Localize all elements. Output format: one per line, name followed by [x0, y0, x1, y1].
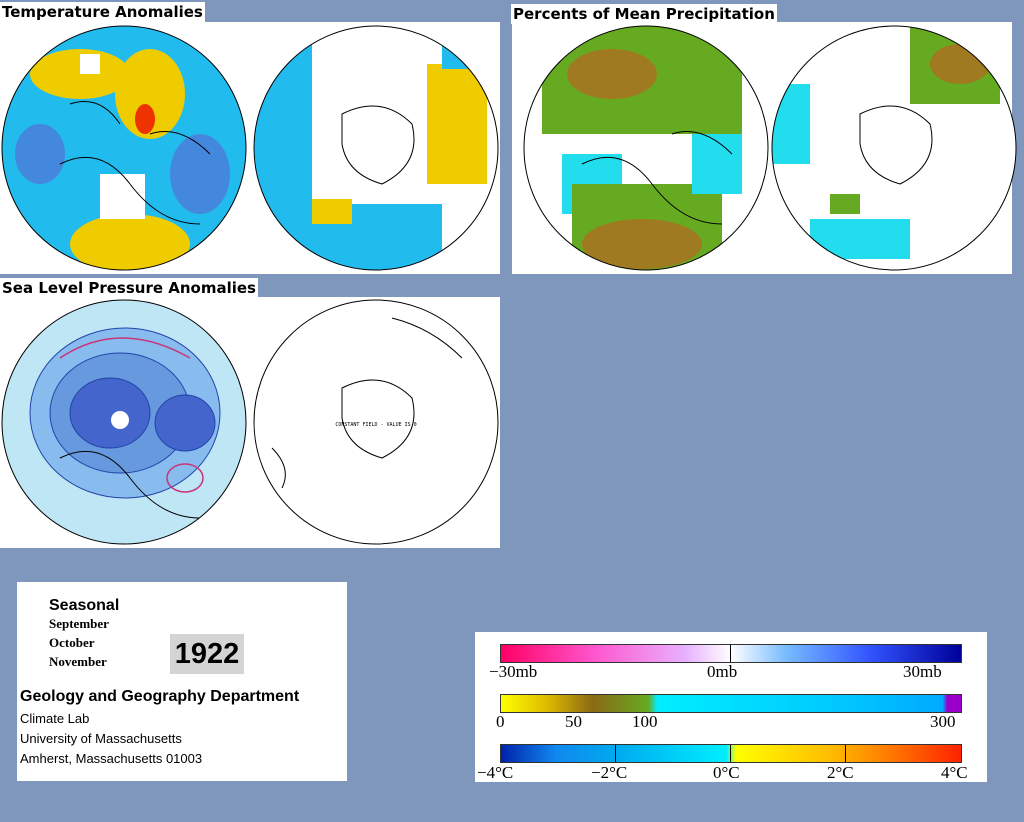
season-label: Seasonal: [49, 597, 120, 614]
info-box: Seasonal September October November Geol…: [17, 582, 347, 781]
temp-label-0: 0°C: [713, 763, 740, 782]
precipitation-title: Percents of Mean Precipitation: [511, 4, 777, 24]
precip-label-50: 50: [565, 712, 582, 731]
precipitation-colorbar: [500, 694, 962, 713]
address-label: Amherst, Massachusetts 01003: [20, 751, 203, 766]
department-label: Geology and Geography Department: [20, 688, 300, 705]
pressure-panel: CONSTANT FIELD - VALUE IS 0: [0, 297, 500, 548]
precipitation-panel: [512, 22, 1017, 274]
precipitation-north-globe: [523, 25, 769, 271]
pressure-title: Sea Level Pressure Anomalies: [0, 278, 258, 298]
precip-label-300: 300: [930, 712, 956, 731]
precipitation-south-globe: [771, 25, 1017, 271]
university-label: University of Massachusetts: [20, 731, 182, 746]
temp-label-4: 4°C: [941, 763, 968, 782]
temperature-south-globe: [253, 25, 499, 271]
temp-label-2: 2°C: [827, 763, 854, 782]
temperature-colorbar: [500, 744, 962, 763]
temperature-north-globe: [1, 25, 247, 271]
temp-label-minus4: −4°C: [477, 763, 514, 782]
precip-label-0: 0: [496, 712, 505, 731]
temp-label-minus2: −2°C: [591, 763, 628, 782]
lab-label: Climate Lab: [20, 711, 90, 726]
precip-label-100: 100: [632, 712, 658, 731]
temperature-title: Temperature Anomalies: [0, 2, 205, 22]
pressure-label-mid: 0mb: [707, 662, 738, 681]
pressure-colorbar: [500, 644, 962, 663]
year-badge: 1922: [170, 634, 244, 674]
pressure-label-max: 30mb: [903, 662, 942, 681]
month-2: October: [49, 635, 95, 650]
pressure-label-min: −30mb: [489, 662, 538, 681]
constant-field-note: CONSTANT FIELD - VALUE IS 0: [335, 422, 416, 428]
pressure-north-globe: [1, 299, 247, 545]
pressure-south-globe: CONSTANT FIELD - VALUE IS 0: [253, 299, 499, 545]
month-3: November: [49, 654, 107, 669]
month-1: September: [49, 616, 109, 631]
temperature-panel: [0, 22, 500, 274]
legend-panel: −30mb 0mb 30mb 0 50 100 300 −4°C −2°C 0°…: [475, 632, 987, 782]
